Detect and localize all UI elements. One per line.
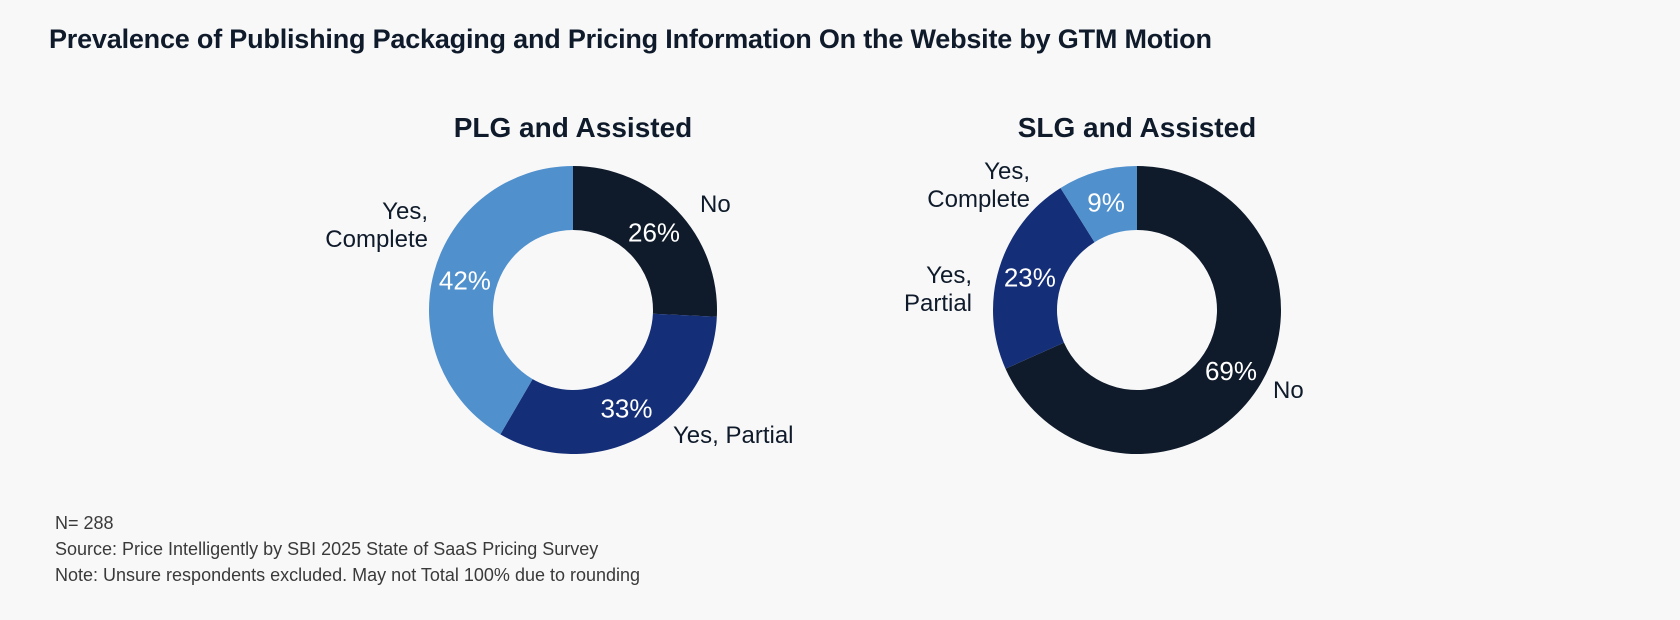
slice-plg-no [573, 166, 717, 317]
donut-title-plg: PLG and Assisted [454, 112, 693, 143]
value-label-plg-yes-partial: 33% [600, 393, 652, 423]
category-label-plg-no: No [700, 191, 731, 218]
slice-slg-no [1005, 166, 1281, 455]
category-label-slg-yes-complete: Yes, Complete [927, 158, 1030, 213]
chart-title: Prevalence of Publishing Packaging and P… [49, 24, 1212, 54]
donut-chart-slg: SLG and Assisted 69% No 23% Yes, Partial 9% Yes… [904, 112, 1304, 455]
sample-size: N= 288 [55, 513, 114, 533]
slice-plg-yes-complete [429, 166, 573, 435]
donut-title-slg: SLG and Assisted [1018, 112, 1257, 143]
slice-slg-yes-partial [993, 187, 1095, 369]
category-label-slg-no: No [1273, 377, 1304, 404]
source-note: Source: Price Intelligently by SBI 2025 … [55, 539, 599, 559]
category-label-slg-yes-partial: Yes, Partial [904, 262, 972, 317]
slice-slg-yes-complete [1060, 166, 1137, 243]
value-label-plg-no: 26% [628, 218, 680, 248]
value-label-slg-yes-partial: 23% [1004, 262, 1056, 292]
donut-chart-plg: PLG and Assisted 26% No 33% Yes, Partial 42% Y… [325, 112, 794, 454]
rounding-note: Note: Unsure respondents excluded. May n… [55, 565, 641, 585]
value-label-slg-yes-complete: 9% [1087, 187, 1125, 217]
slice-plg-yes-partial [500, 313, 717, 454]
category-label-plg-yes-partial: Yes, Partial [673, 422, 794, 449]
category-label-plg-yes-complete: Yes, Complete [325, 198, 428, 253]
footer-notes: N= 288 Source: Price Intelligently by SB… [55, 510, 640, 588]
value-label-slg-no: 69% [1205, 356, 1257, 386]
value-label-plg-yes-complete: 42% [439, 266, 491, 296]
